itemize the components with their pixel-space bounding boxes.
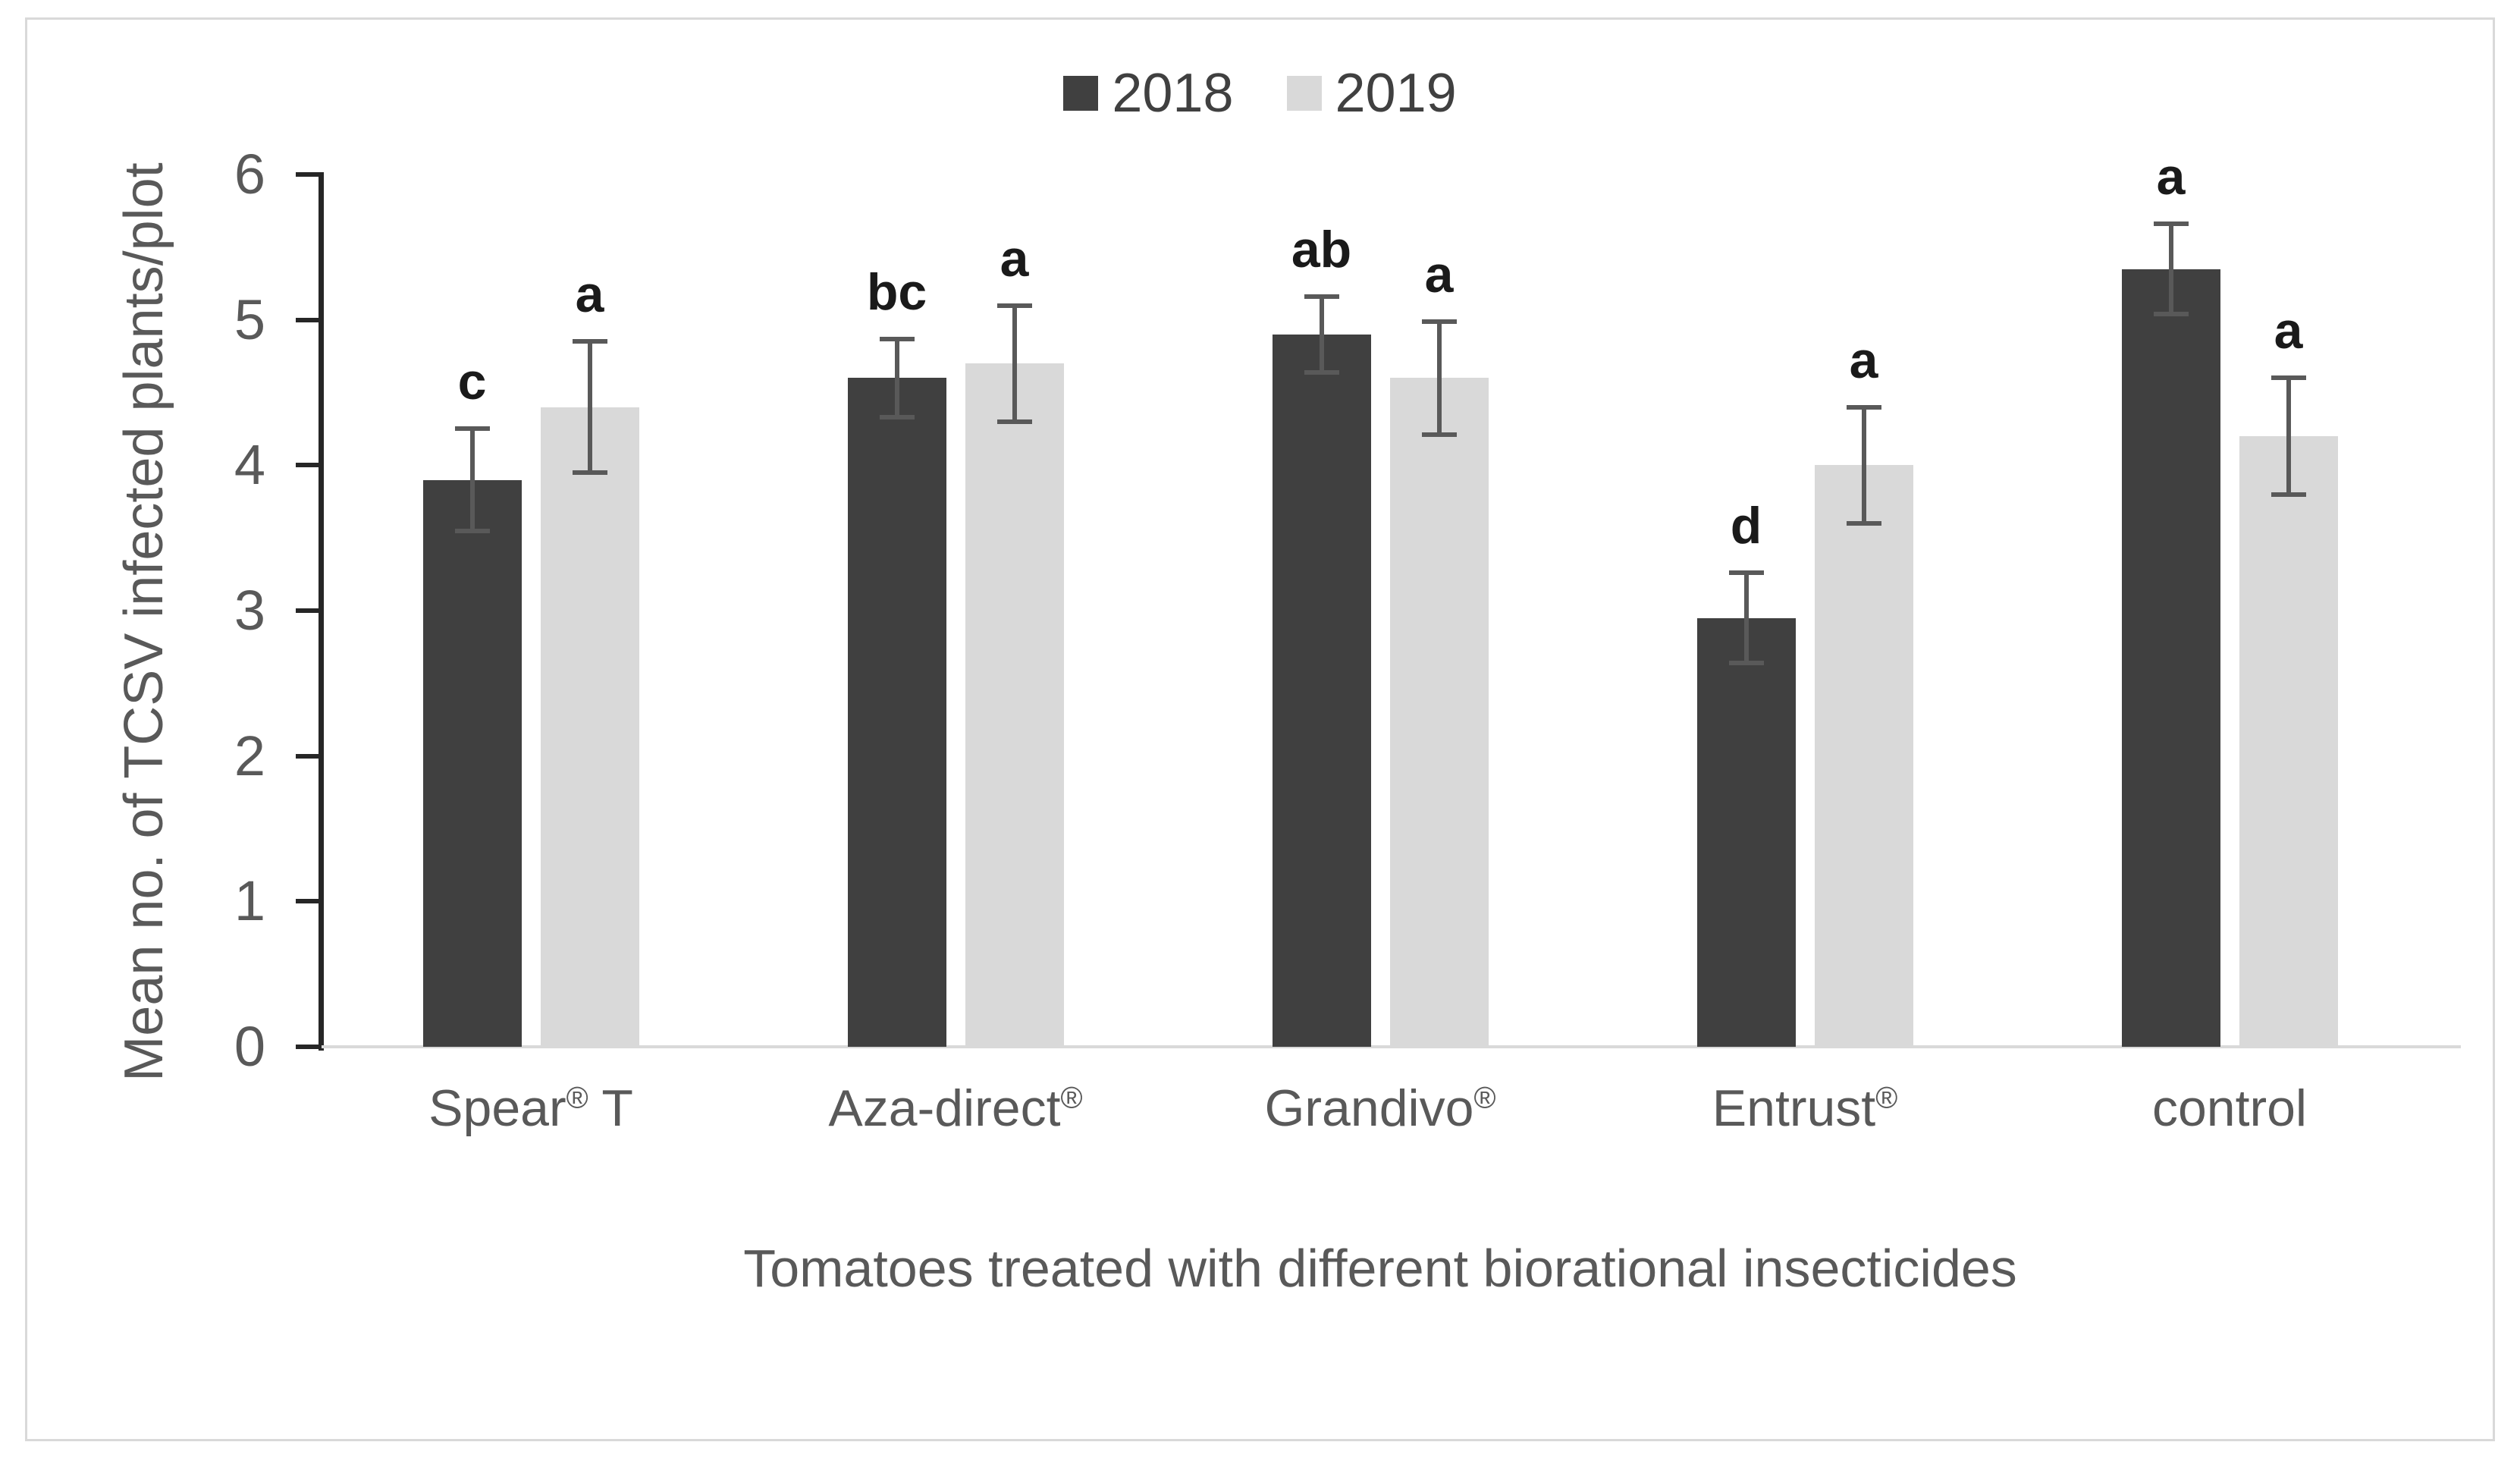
bar-2019-grandivo: [1389, 378, 1489, 1047]
bar-2019-spear-t: [540, 407, 639, 1047]
error-bar-2018-control: [2168, 224, 2173, 314]
error-cap-upper-2019-aza-direct: [996, 303, 1032, 308]
error-cap-upper-2019-spear-t: [572, 339, 607, 344]
legend-item-2019: 2019: [1286, 62, 1457, 124]
bar-2019-aza-direct: [965, 363, 1064, 1047]
error-cap-lower-2019-control: [2271, 492, 2306, 497]
significance-letter-2019-spear-t: a: [575, 265, 604, 324]
error-cap-lower-2018-spear-t: [454, 528, 490, 533]
error-cap-lower-2019-aza-direct: [996, 419, 1032, 424]
significance-letter-2019-entrust: a: [1849, 331, 1878, 389]
error-cap-lower-2019-entrust: [1846, 521, 1881, 526]
significance-letter-2018-entrust: d: [1730, 497, 1762, 555]
y-tick-mark-3: [296, 608, 322, 613]
x-axis-title: Tomatoes treated with different bioratio…: [743, 1239, 2017, 1298]
error-cap-upper-2018-entrust: [1728, 570, 1764, 576]
y-tick-label-6: 6: [234, 143, 265, 206]
y-tick-label-1: 1: [234, 869, 265, 933]
bar-2018-aza-direct: [847, 378, 946, 1047]
y-tick-label-4: 4: [234, 433, 265, 497]
legend: 2018 2019: [0, 62, 2520, 124]
x-axis-baseline: [319, 1045, 2461, 1048]
legend-swatch-2018: [1063, 76, 1099, 111]
error-bar-2019-entrust: [1861, 407, 1866, 523]
legend-label-2019: 2019: [1335, 63, 1457, 124]
error-bar-2018-spear-t: [469, 429, 475, 531]
error-bar-2019-grandivo: [1436, 321, 1442, 435]
error-cap-lower-2019-spear-t: [572, 470, 607, 475]
bar-2019-entrust: [1814, 465, 1913, 1047]
x-tick-label-aza-direct: Aza-direct®: [828, 1079, 1083, 1137]
x-tick-label-grandivo: Grandivo®: [1264, 1079, 1496, 1137]
significance-letter-2019-grandivo: a: [1424, 245, 1454, 303]
significance-letter-2018-control: a: [2156, 148, 2186, 206]
y-tick-mark-6: [296, 172, 322, 177]
error-cap-lower-2018-control: [2153, 312, 2189, 316]
error-cap-lower-2018-grandivo: [1304, 369, 1339, 375]
significance-letter-2018-spear-t: c: [457, 353, 487, 411]
error-cap-lower-2018-entrust: [1728, 661, 1764, 665]
error-cap-upper-2018-control: [2153, 221, 2189, 227]
bar-2018-control: [2121, 269, 2220, 1047]
y-tick-mark-5: [296, 317, 322, 322]
legend-label-2018: 2018: [1112, 63, 1234, 124]
bar-2019-control: [2239, 436, 2338, 1047]
y-tick-mark-2: [296, 753, 322, 759]
error-bar-2019-aza-direct: [1012, 305, 1017, 422]
significance-letter-2019-control: a: [2274, 302, 2303, 360]
error-bar-2018-aza-direct: [894, 338, 899, 418]
bar-2018-grandivo: [1272, 334, 1371, 1047]
error-cap-upper-2018-grandivo: [1304, 294, 1339, 299]
error-cap-lower-2019-grandivo: [1421, 432, 1457, 438]
x-tick-label-control: control: [2151, 1079, 2308, 1137]
plot-area: c a bc a ab a d a a a: [319, 151, 2442, 1047]
legend-item-2018: 2018: [1063, 62, 1234, 124]
error-cap-lower-2018-aza-direct: [879, 415, 915, 420]
y-tick-label-0: 0: [234, 1015, 265, 1078]
bar-2018-spear-t: [422, 479, 522, 1047]
significance-letter-2018-aza-direct: bc: [866, 262, 927, 321]
error-cap-upper-2019-grandivo: [1421, 319, 1457, 324]
error-bar-2019-control: [2286, 378, 2291, 495]
y-tick-label-3: 3: [234, 579, 265, 642]
error-bar-2019-spear-t: [587, 341, 592, 473]
y-tick-mark-0: [296, 1045, 322, 1049]
y-tick-label-5: 5: [234, 287, 265, 351]
error-cap-upper-2019-control: [2271, 375, 2306, 381]
error-cap-upper-2019-entrust: [1846, 404, 1881, 410]
y-tick-mark-1: [296, 899, 322, 904]
error-cap-upper-2018-aza-direct: [879, 336, 915, 341]
error-cap-upper-2018-spear-t: [454, 426, 490, 432]
y-tick-label-2: 2: [234, 724, 265, 787]
error-bar-2018-grandivo: [1319, 297, 1324, 372]
y-tick-mark-4: [296, 463, 322, 468]
legend-swatch-2019: [1286, 76, 1322, 111]
significance-letter-2019-aza-direct: a: [1000, 229, 1029, 287]
bar-2018-entrust: [1696, 617, 1796, 1047]
x-tick-label-spear-t: Spear® T: [428, 1079, 633, 1137]
error-bar-2018-entrust: [1743, 573, 1749, 663]
significance-letter-2018-grandivo: ab: [1291, 221, 1352, 278]
x-tick-label-entrust: Entrust®: [1712, 1079, 1898, 1137]
